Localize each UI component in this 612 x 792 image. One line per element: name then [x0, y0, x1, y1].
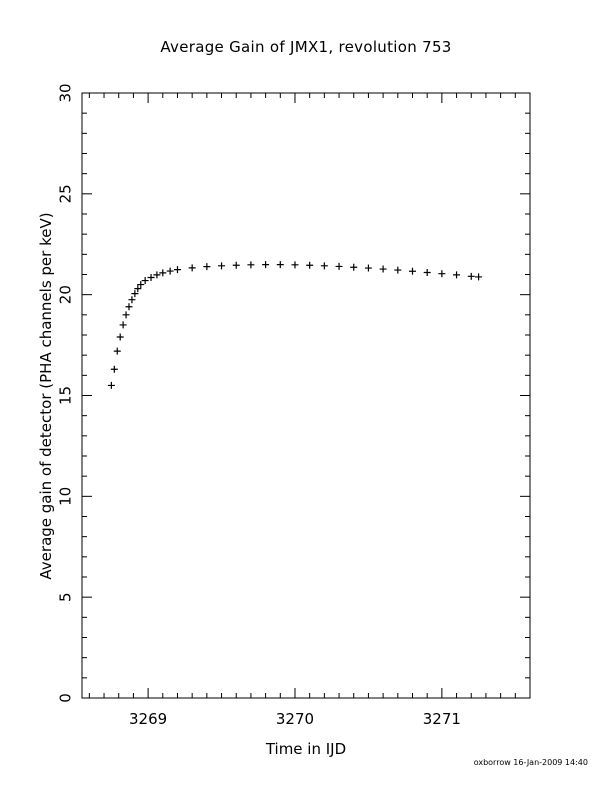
- data-point: [131, 290, 139, 298]
- data-point: [453, 271, 461, 279]
- y-tick-label: 30: [57, 83, 75, 102]
- data-point: [153, 271, 161, 279]
- data-point: [119, 321, 127, 329]
- data-point: [137, 281, 145, 289]
- data-point: [475, 273, 483, 281]
- data-point: [107, 381, 115, 389]
- data-point: [276, 261, 284, 269]
- data-point: [159, 269, 167, 277]
- data-point: [128, 296, 136, 304]
- data-point: [232, 261, 240, 269]
- data-point: [188, 264, 196, 272]
- data-point: [408, 267, 416, 275]
- y-tick-label: 0: [57, 693, 75, 703]
- data-point: [306, 261, 314, 269]
- data-point: [147, 274, 155, 282]
- x-tick-label: 3269: [129, 710, 167, 728]
- data-point: [116, 333, 124, 341]
- data-point: [166, 267, 174, 275]
- y-tick-label: 25: [57, 184, 75, 203]
- data-point: [173, 266, 181, 274]
- data-point: [291, 261, 299, 269]
- data-point: [364, 264, 372, 272]
- x-axis-label: Time in IJD: [265, 740, 347, 758]
- y-tick-label: 15: [57, 386, 75, 405]
- data-point: [438, 270, 446, 278]
- data-point: [320, 262, 328, 270]
- data-point: [247, 261, 255, 269]
- data-point: [203, 263, 211, 271]
- data-point: [122, 311, 130, 319]
- data-point: [218, 262, 226, 270]
- data-point: [262, 261, 270, 269]
- y-tick-label: 10: [57, 487, 75, 506]
- data-point: [134, 285, 142, 293]
- data-point: [467, 272, 475, 280]
- data-point: [110, 365, 118, 373]
- y-tick-label: 5: [57, 592, 75, 602]
- data-point: [394, 266, 402, 274]
- data-point: [125, 303, 133, 311]
- x-tick-label: 3270: [276, 710, 314, 728]
- plot-frame: [81, 92, 531, 699]
- footer-credit: oxborrow 16-Jan-2009 14:40: [473, 758, 588, 767]
- data-point: [350, 263, 358, 271]
- y-axis-label: Average gain of detector (PHA channels p…: [37, 212, 55, 580]
- chart-title: Average Gain of JMX1, revolution 753: [160, 38, 452, 56]
- data-point: [141, 277, 149, 285]
- x-tick-label: 3271: [423, 710, 461, 728]
- data-point: [423, 268, 431, 276]
- data-point: [335, 262, 343, 270]
- data-point: [113, 347, 121, 355]
- y-tick-label: 20: [57, 285, 75, 304]
- data-point: [379, 265, 387, 273]
